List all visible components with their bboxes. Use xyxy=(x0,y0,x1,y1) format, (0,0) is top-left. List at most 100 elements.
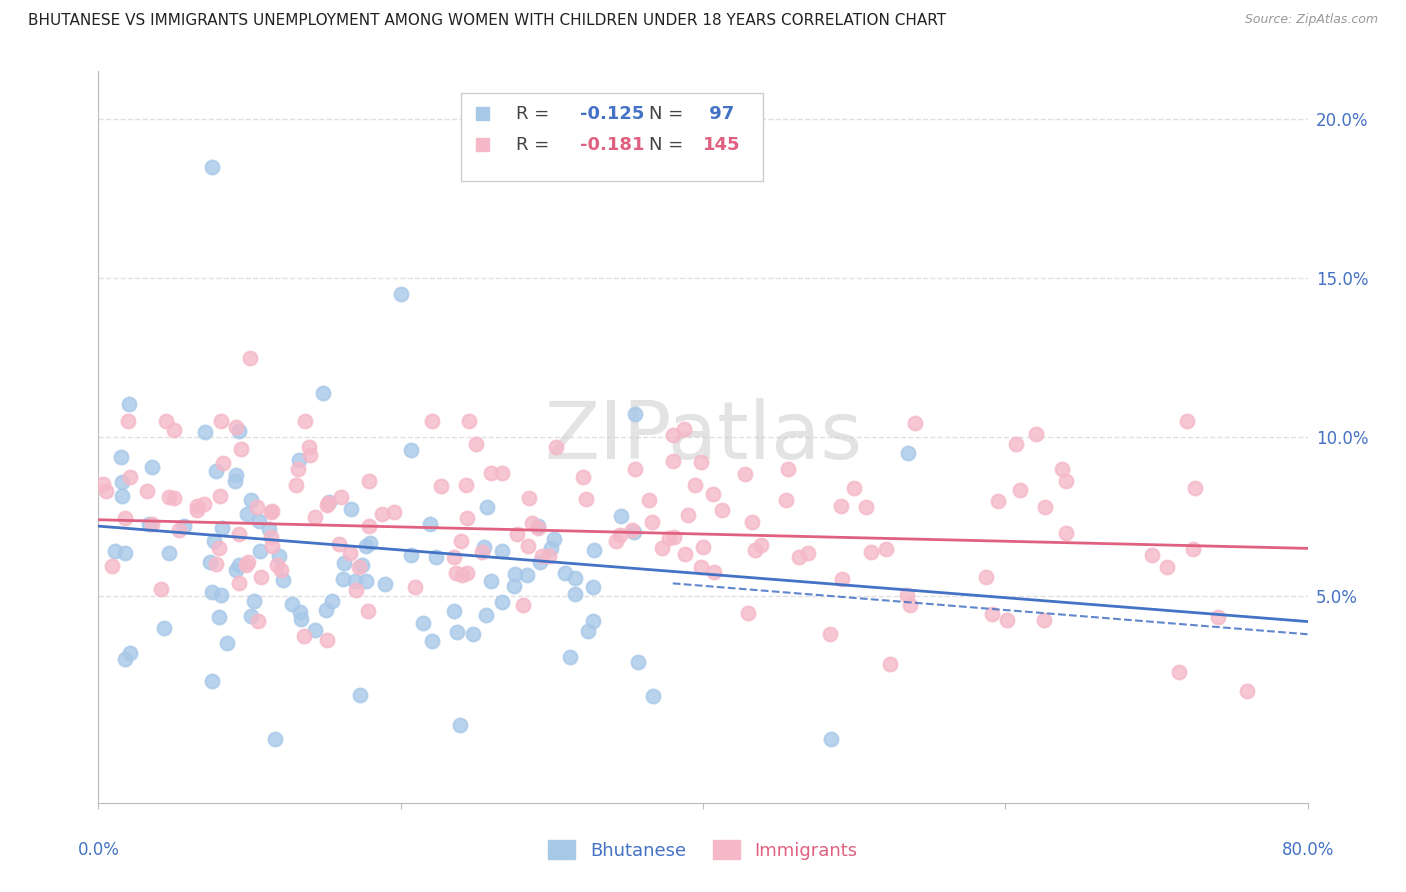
Point xyxy=(194,425,217,439)
Point xyxy=(354,540,377,554)
Point xyxy=(344,582,367,597)
Point xyxy=(898,599,921,613)
Point xyxy=(110,450,132,464)
Point xyxy=(1024,426,1046,441)
Point xyxy=(710,503,733,517)
Text: Source: ZipAtlas.com: Source: ZipAtlas.com xyxy=(1244,13,1378,27)
Point xyxy=(318,495,340,509)
Point xyxy=(643,689,665,703)
Point xyxy=(422,633,444,648)
Point xyxy=(205,464,228,478)
Point xyxy=(506,526,529,541)
Point xyxy=(262,504,284,518)
Point xyxy=(516,568,538,582)
Point xyxy=(690,560,713,574)
Text: 80.0%: 80.0% xyxy=(1281,841,1334,859)
Point xyxy=(281,597,304,611)
Point xyxy=(1167,665,1189,679)
Point xyxy=(186,500,208,514)
Point xyxy=(343,574,366,589)
Point xyxy=(529,555,551,569)
Point xyxy=(1156,559,1178,574)
Point xyxy=(271,573,294,587)
Point xyxy=(91,476,114,491)
Point xyxy=(741,515,763,529)
Point xyxy=(266,558,288,573)
Point xyxy=(1033,500,1056,514)
Point xyxy=(209,588,232,602)
Point xyxy=(374,577,396,591)
Point xyxy=(235,507,257,521)
Point xyxy=(357,474,380,488)
Point xyxy=(231,442,253,456)
Point xyxy=(624,407,647,421)
Point xyxy=(749,538,772,552)
Point xyxy=(472,540,495,554)
Point xyxy=(186,502,208,516)
Point xyxy=(357,604,380,618)
Point xyxy=(471,544,494,558)
Text: N =: N = xyxy=(648,136,689,153)
Point xyxy=(456,511,478,525)
Point xyxy=(1236,684,1258,698)
Point xyxy=(349,688,371,702)
Bar xyxy=(475,107,489,120)
Point xyxy=(287,462,309,476)
Point xyxy=(270,563,292,577)
Point xyxy=(202,533,225,548)
Point xyxy=(479,574,502,589)
Point xyxy=(449,718,471,732)
Point xyxy=(1033,613,1056,627)
Point xyxy=(703,566,725,580)
Text: 97: 97 xyxy=(703,104,734,123)
Point xyxy=(491,466,513,480)
Point xyxy=(249,570,271,584)
Point xyxy=(136,483,159,498)
Point xyxy=(538,549,561,564)
Point xyxy=(114,651,136,665)
Point xyxy=(209,414,232,428)
Point xyxy=(118,397,141,411)
Point xyxy=(267,549,290,563)
Point xyxy=(347,560,370,574)
Point xyxy=(430,479,453,493)
Point xyxy=(419,516,441,531)
Point xyxy=(404,580,426,594)
Point xyxy=(285,478,308,492)
Point xyxy=(292,629,315,643)
Point xyxy=(316,498,339,512)
Point xyxy=(658,531,681,545)
Point xyxy=(491,595,513,609)
Point xyxy=(152,621,174,635)
Point xyxy=(315,603,337,617)
Point xyxy=(516,540,538,554)
Text: BHUTANESE VS IMMIGRANTS UNEMPLOYMENT AMONG WOMEN WITH CHILDREN UNDER 18 YEARS CO: BHUTANESE VS IMMIGRANTS UNEMPLOYMENT AMO… xyxy=(28,13,946,29)
Point xyxy=(775,493,797,508)
Text: N =: N = xyxy=(648,104,689,123)
Point xyxy=(217,636,239,650)
Point xyxy=(987,494,1010,508)
Point xyxy=(623,525,645,540)
Point xyxy=(242,594,264,608)
Point xyxy=(260,505,283,519)
Point xyxy=(257,522,280,536)
Point xyxy=(527,521,550,535)
Text: R =: R = xyxy=(516,136,554,153)
Point xyxy=(138,516,160,531)
Point xyxy=(737,606,759,620)
Point xyxy=(201,673,224,688)
Point xyxy=(454,478,477,492)
Point xyxy=(117,414,139,428)
Point xyxy=(288,453,311,467)
Point xyxy=(288,605,311,619)
Point xyxy=(315,632,337,647)
Point xyxy=(456,566,478,580)
Point xyxy=(204,557,226,571)
Point xyxy=(544,440,567,454)
Point xyxy=(875,541,897,556)
Point xyxy=(1050,461,1073,475)
Point xyxy=(1184,481,1206,495)
Point xyxy=(527,519,550,533)
Point xyxy=(904,417,927,431)
Point xyxy=(425,549,447,564)
